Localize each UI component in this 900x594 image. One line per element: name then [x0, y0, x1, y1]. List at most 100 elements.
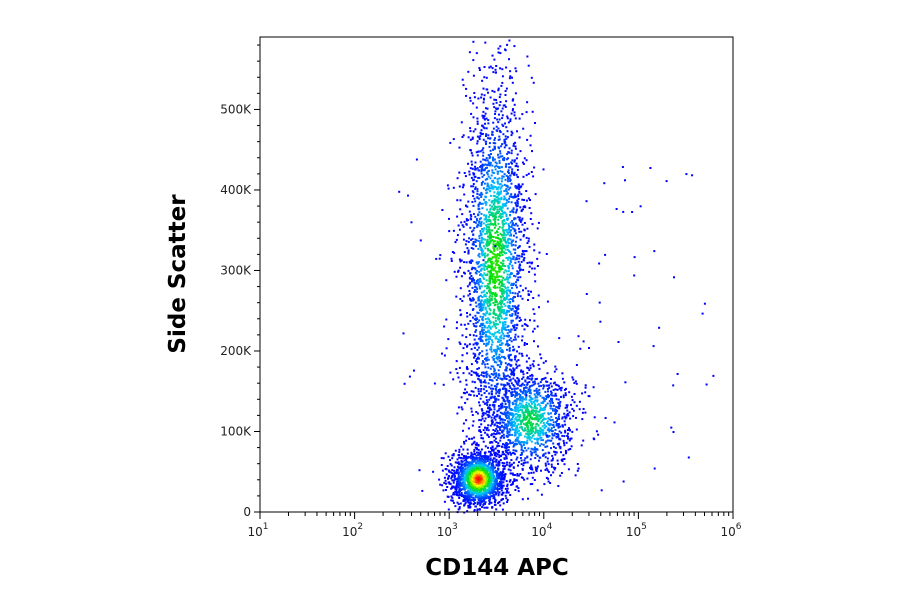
event-dot — [491, 339, 493, 342]
event-dot — [493, 471, 496, 474]
event-dot — [456, 478, 458, 481]
event-dot — [503, 252, 506, 255]
event-dot — [503, 427, 506, 430]
event-dot — [501, 68, 504, 71]
event-dot — [504, 465, 507, 468]
event-dot — [505, 497, 508, 500]
event-dot — [490, 495, 493, 497]
event-dot — [494, 277, 497, 280]
event-dot — [524, 397, 527, 400]
event-dot — [480, 304, 483, 307]
event-dot — [545, 253, 548, 255]
event-dot — [479, 492, 482, 495]
event-dot — [486, 506, 489, 509]
event-dot — [487, 134, 490, 137]
event-dot — [517, 307, 520, 310]
event-dot — [458, 341, 461, 344]
event-dot — [511, 472, 514, 475]
event-dot — [462, 295, 465, 298]
event-dot — [458, 146, 461, 149]
event-dot — [476, 482, 479, 485]
event-dot — [463, 233, 466, 236]
event-dot — [580, 444, 583, 447]
event-dot — [481, 335, 484, 338]
event-dot — [493, 408, 496, 411]
event-dot — [514, 438, 517, 441]
event-dot — [483, 115, 486, 117]
event-dot — [493, 205, 496, 208]
event-dot — [491, 164, 494, 167]
event-dot — [476, 459, 479, 462]
event-dot — [536, 413, 539, 416]
event-dot — [505, 278, 507, 281]
event-dot — [510, 319, 513, 322]
event-dot — [499, 232, 502, 235]
event-dot — [460, 221, 463, 224]
event-dot — [463, 323, 466, 326]
event-dot — [468, 173, 471, 176]
event-dot — [514, 413, 517, 416]
event-dot — [507, 310, 510, 313]
event-dot — [508, 256, 511, 259]
event-dot — [486, 242, 489, 245]
event-dot — [493, 405, 496, 408]
event-dot — [485, 359, 488, 362]
event-dot — [489, 164, 491, 167]
event-dot — [503, 278, 506, 281]
event-dot — [483, 324, 486, 327]
event-dot — [460, 489, 463, 491]
event-dot — [507, 416, 510, 419]
event-dot — [484, 274, 487, 277]
event-dot — [492, 292, 495, 295]
event-dot — [485, 477, 488, 480]
event-dot — [469, 476, 472, 478]
event-dot — [536, 393, 539, 396]
event-dot — [512, 144, 515, 147]
event-dot — [509, 291, 512, 294]
event-dot — [513, 160, 516, 163]
event-dot — [508, 375, 511, 378]
event-dot — [483, 118, 486, 121]
event-dot — [547, 417, 550, 420]
event-dot — [473, 464, 476, 467]
event-dot — [499, 347, 502, 349]
event-dot — [508, 461, 511, 464]
event-dot — [511, 319, 514, 322]
event-dot — [471, 481, 473, 483]
event-dot — [490, 233, 492, 236]
event-dot — [521, 198, 524, 201]
event-dot — [488, 219, 491, 222]
event-dot — [516, 168, 519, 171]
event-dot — [495, 375, 498, 378]
event-dot — [493, 495, 496, 498]
event-dot — [495, 392, 498, 395]
event-dot — [510, 340, 513, 343]
event-dot — [499, 238, 502, 241]
event-dot — [470, 149, 472, 152]
event-dot — [507, 258, 510, 261]
event-dot — [468, 486, 470, 489]
event-dot — [479, 450, 482, 453]
event-dot — [497, 146, 500, 149]
event-dot — [515, 211, 518, 214]
event-dot — [458, 448, 461, 451]
event-dot — [570, 437, 573, 440]
event-dot — [572, 409, 575, 412]
event-dot — [488, 485, 491, 488]
event-dot — [492, 214, 495, 217]
event-dot — [529, 458, 532, 461]
event-dot — [522, 444, 525, 446]
event-dot — [487, 235, 489, 238]
event-dot — [500, 445, 503, 448]
event-dot — [477, 448, 480, 451]
event-dot — [519, 276, 522, 279]
event-dot — [487, 119, 490, 122]
event-dot — [501, 485, 504, 487]
event-dot — [513, 434, 516, 437]
event-dot — [487, 282, 490, 285]
event-dot — [502, 104, 505, 107]
event-dot — [482, 437, 484, 440]
event-dot — [525, 323, 528, 326]
event-dot — [470, 176, 473, 179]
event-dot — [486, 489, 489, 492]
